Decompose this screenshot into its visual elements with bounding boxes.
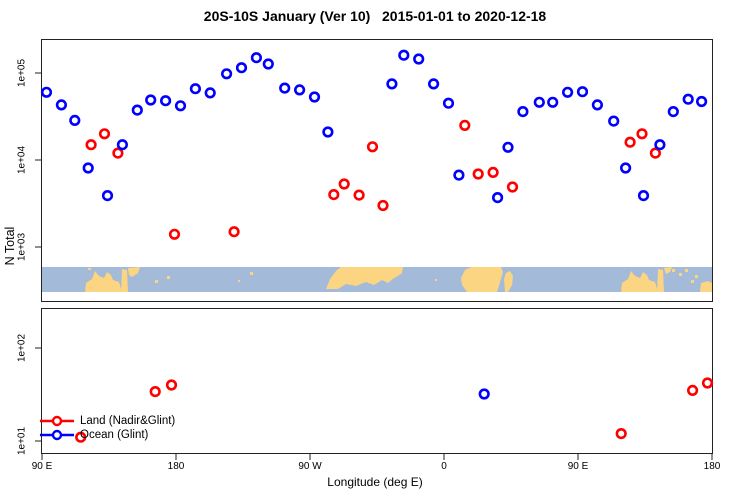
land-marker-icon bbox=[40, 415, 74, 427]
legend-label-land: Land (Nadir&Glint) bbox=[80, 415, 176, 427]
map-land-speck bbox=[695, 275, 698, 278]
map-land-new-guinea-1 bbox=[128, 267, 140, 277]
x-tick-label: 90 E bbox=[567, 461, 589, 472]
x-tick-label: 90 W bbox=[298, 461, 322, 472]
map-land-speck bbox=[155, 280, 158, 283]
map-land-speck bbox=[250, 272, 253, 275]
map-land-cape-york-1 bbox=[121, 269, 128, 292]
legend-item-ocean: Ocean (Glint) bbox=[39, 428, 175, 442]
map-land-south-america bbox=[326, 267, 403, 289]
map-land-speck bbox=[238, 280, 240, 282]
x-tick-label: 90 E bbox=[31, 461, 53, 472]
upper-panel-box bbox=[41, 39, 713, 302]
y-tick-label: 1e+03 bbox=[16, 232, 28, 262]
x-axis-title: Longitude (deg E) bbox=[327, 475, 423, 489]
y-tick-label: 1e+02 bbox=[16, 333, 28, 363]
map-land-speck bbox=[435, 279, 437, 281]
map-land-speck bbox=[672, 269, 675, 272]
ocean-marker-icon bbox=[40, 429, 74, 441]
legend-label-ocean: Ocean (Glint) bbox=[80, 429, 149, 441]
world-map-strip bbox=[42, 267, 712, 292]
map-land-speck bbox=[88, 268, 91, 270]
x-tick-label: 180 bbox=[703, 461, 721, 472]
map-land-cape-york-2 bbox=[657, 269, 664, 292]
legend-item-land: Land (Nadir&Glint) bbox=[39, 414, 175, 428]
map-land-madagascar bbox=[504, 271, 513, 292]
map-land-islands-right-edge bbox=[700, 281, 712, 292]
legend: Land (Nadir&Glint) Ocean (Glint) bbox=[39, 414, 175, 442]
map-land-africa bbox=[461, 267, 503, 292]
x-tick-label: 0 bbox=[441, 461, 447, 472]
x-tick-label: 180 bbox=[167, 461, 185, 472]
y-tick-label: 1e+01 bbox=[16, 426, 28, 456]
map-land-speck bbox=[167, 276, 170, 279]
map-land-australia-1 bbox=[85, 271, 122, 292]
y-tick-label: 1e+05 bbox=[16, 58, 28, 88]
chart-title: 20S-10S January (Ver 10) 2015-01-01 to 2… bbox=[203, 8, 547, 24]
y-tick-label: 1e+04 bbox=[16, 145, 28, 175]
map-land-speck bbox=[685, 269, 688, 272]
map-land-speck bbox=[679, 273, 682, 276]
y-axis-title: N Total bbox=[3, 226, 17, 266]
map-land-australia-2 bbox=[621, 271, 658, 292]
map-land-speck bbox=[691, 280, 694, 283]
map-land-new-guinea-2 bbox=[664, 267, 672, 274]
